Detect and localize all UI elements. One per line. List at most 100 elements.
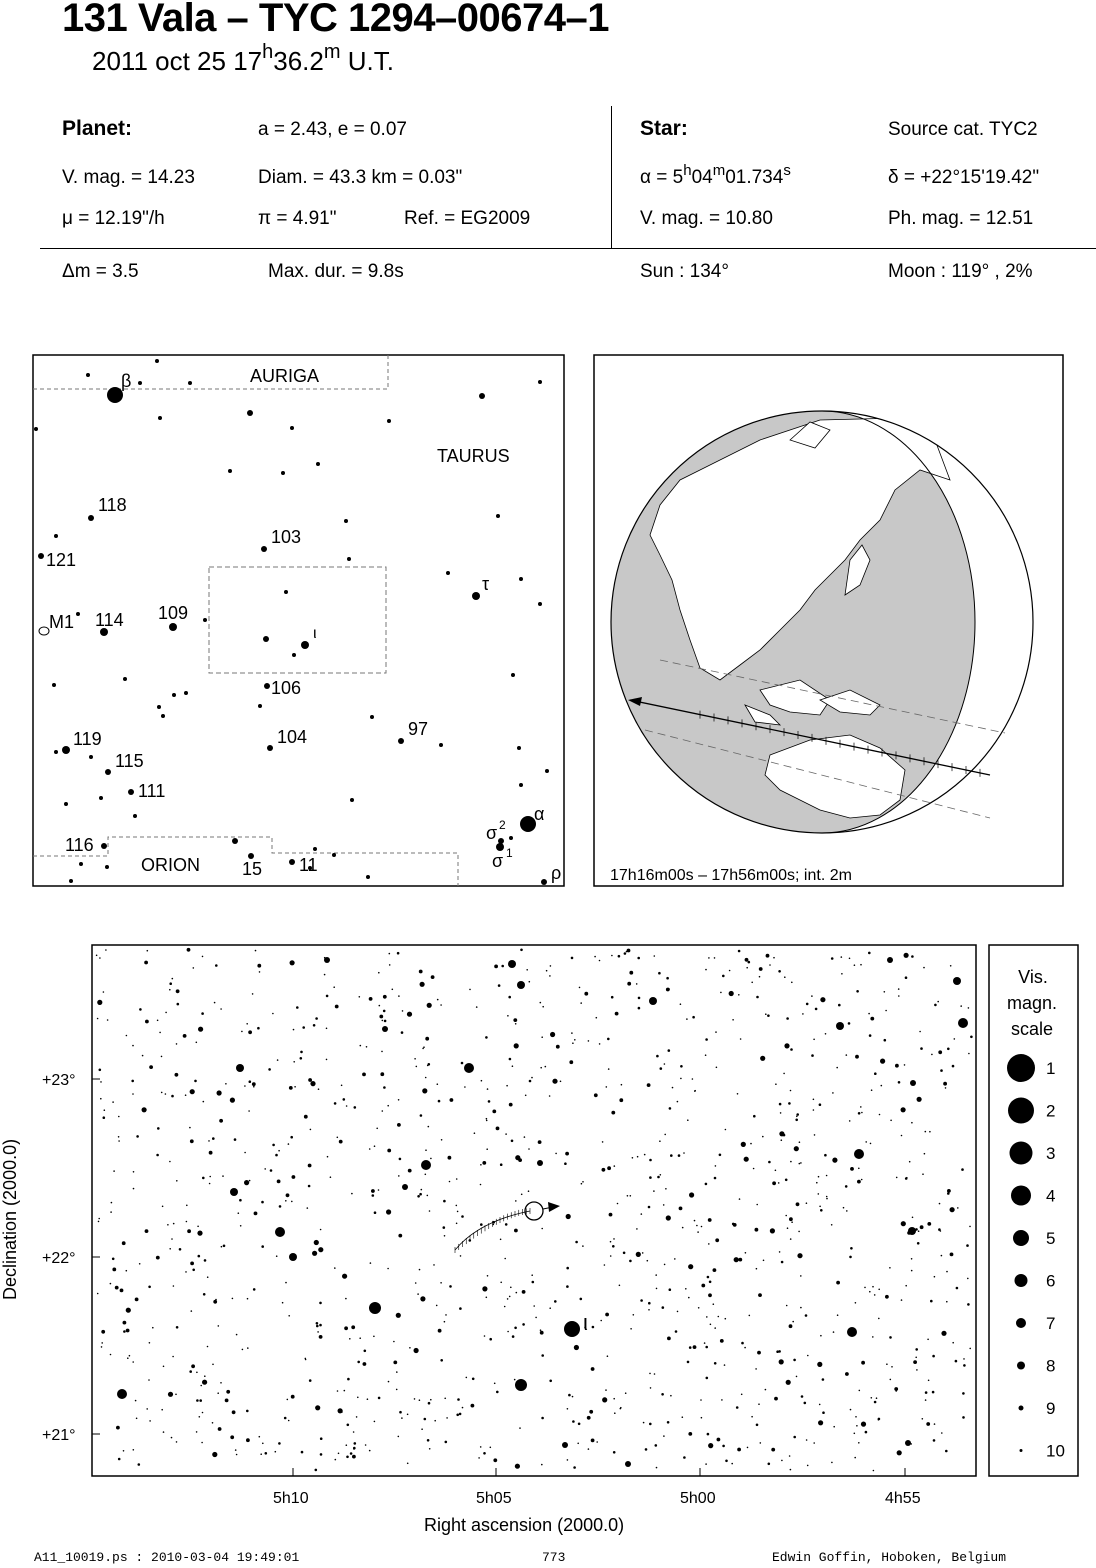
map-star bbox=[706, 1316, 708, 1318]
map-star bbox=[440, 1004, 442, 1006]
map-star bbox=[708, 957, 710, 959]
map-star bbox=[444, 1440, 448, 1444]
map-star bbox=[663, 1435, 665, 1437]
map-star bbox=[134, 1399, 137, 1402]
map-star bbox=[850, 1247, 853, 1250]
map-star bbox=[110, 1211, 112, 1213]
magnitude-dot bbox=[1019, 1449, 1023, 1452]
map-star bbox=[722, 974, 725, 978]
map-star bbox=[253, 1085, 255, 1088]
finder-star bbox=[248, 853, 254, 859]
map-star bbox=[508, 1057, 512, 1061]
asteroid-direction-arrow bbox=[548, 1202, 560, 1212]
map-star bbox=[357, 1360, 361, 1364]
map-star bbox=[186, 1204, 188, 1207]
map-star bbox=[795, 1202, 800, 1207]
map-star bbox=[944, 1087, 947, 1089]
finder-star bbox=[344, 519, 348, 523]
map-star bbox=[758, 1293, 762, 1297]
map-star bbox=[873, 1400, 877, 1404]
map-star bbox=[398, 995, 400, 997]
map-star bbox=[590, 1367, 595, 1371]
finder-star bbox=[107, 387, 123, 403]
map-star bbox=[237, 1212, 240, 1214]
map-star bbox=[493, 1382, 496, 1385]
map-star bbox=[535, 1316, 537, 1319]
map-star bbox=[377, 1189, 380, 1191]
map-star bbox=[387, 1104, 390, 1107]
map-star bbox=[868, 1012, 870, 1015]
map-star bbox=[293, 1061, 296, 1063]
finder-star bbox=[446, 571, 450, 575]
map-star bbox=[830, 957, 834, 960]
map-star bbox=[132, 1361, 134, 1363]
map-star bbox=[665, 1188, 667, 1190]
finder-star bbox=[128, 789, 134, 795]
map-star bbox=[736, 1093, 739, 1095]
map-star bbox=[804, 1314, 808, 1317]
map-star bbox=[483, 1452, 486, 1455]
map-star bbox=[582, 1181, 584, 1183]
map-star bbox=[100, 1346, 103, 1348]
map-star bbox=[222, 1244, 226, 1248]
map-bright-star bbox=[275, 1227, 285, 1237]
map-star bbox=[355, 1416, 358, 1418]
map-star bbox=[793, 1146, 799, 1152]
planet-vmag: V. mag. = 14.23 bbox=[62, 167, 195, 188]
map-star bbox=[496, 1390, 499, 1394]
page-title: 131 Vala – TYC 1294–00674–1 bbox=[62, 0, 609, 40]
map-star bbox=[319, 1228, 322, 1231]
map-star bbox=[157, 1127, 160, 1130]
map-star bbox=[376, 1127, 379, 1130]
map-star bbox=[566, 1408, 569, 1410]
table-divider-vertical bbox=[611, 106, 612, 248]
map-star bbox=[870, 1089, 873, 1091]
map-star bbox=[239, 1198, 242, 1202]
map-star bbox=[611, 954, 613, 957]
magnitude-dot bbox=[1018, 1405, 1024, 1411]
map-star bbox=[640, 1213, 643, 1215]
finder-star bbox=[301, 641, 309, 649]
map-star bbox=[813, 1038, 815, 1041]
xtick-label-5h05: 5h05 bbox=[476, 1490, 512, 1507]
map-star bbox=[934, 1003, 937, 1007]
map-star bbox=[831, 1461, 833, 1464]
map-star bbox=[217, 1427, 222, 1431]
finder-star bbox=[519, 577, 523, 581]
map-star bbox=[315, 1017, 318, 1020]
map-star bbox=[500, 1281, 503, 1284]
map-star bbox=[836, 1066, 838, 1069]
map-star bbox=[966, 1244, 969, 1247]
map-star bbox=[680, 1065, 683, 1068]
map-star bbox=[765, 1013, 767, 1015]
map-star bbox=[789, 1468, 792, 1471]
map-star bbox=[587, 1448, 590, 1450]
map-star bbox=[714, 1165, 717, 1167]
map-star bbox=[430, 1157, 432, 1160]
detail-field-box bbox=[208, 566, 387, 674]
map-star bbox=[555, 1044, 560, 1049]
label-rho: ρ bbox=[551, 863, 561, 883]
map-star bbox=[878, 1113, 881, 1116]
finder-star bbox=[184, 691, 188, 695]
map-star bbox=[98, 1217, 100, 1220]
map-star bbox=[264, 1452, 268, 1455]
map-star bbox=[291, 1175, 296, 1179]
map-star bbox=[601, 1167, 606, 1172]
map-star bbox=[494, 964, 498, 969]
map-star bbox=[486, 1148, 489, 1150]
map-star bbox=[903, 1064, 906, 1066]
map-star bbox=[764, 1388, 767, 1391]
map-star bbox=[864, 1286, 866, 1289]
map-star bbox=[134, 1297, 139, 1302]
map-star bbox=[369, 1262, 372, 1264]
ytick-label-21: +21° bbox=[42, 1427, 76, 1444]
map-star bbox=[747, 960, 751, 964]
map-star bbox=[850, 1167, 854, 1171]
map-star bbox=[955, 1286, 959, 1290]
map-star bbox=[480, 1079, 483, 1082]
map-star bbox=[619, 1407, 622, 1410]
map-star bbox=[723, 1364, 726, 1366]
map-star bbox=[636, 1155, 639, 1158]
map-star bbox=[856, 1425, 858, 1427]
